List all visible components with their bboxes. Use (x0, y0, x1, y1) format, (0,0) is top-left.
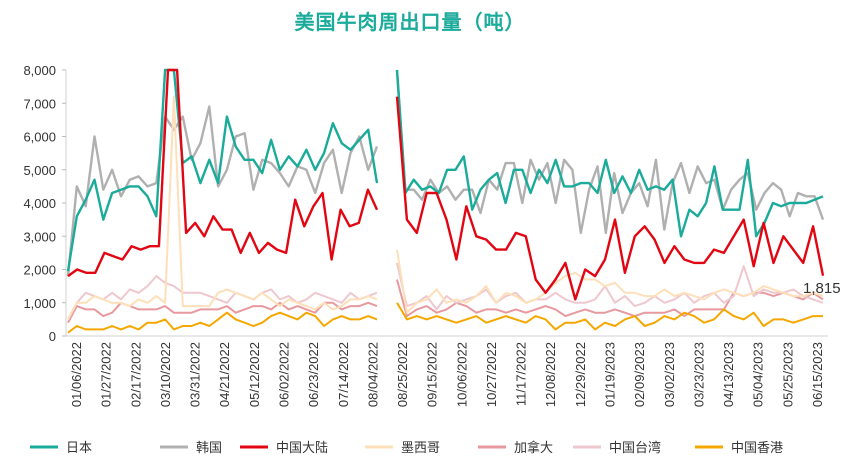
x-tick-label: 10/06/2022 (454, 342, 469, 407)
series-line-0 (395, 69, 824, 238)
legend-label: 墨西哥 (401, 441, 440, 456)
x-tick-label: 07/14/2022 (336, 342, 351, 407)
x-tick-label: 04/13/2023 (721, 342, 736, 407)
x-tick-label: 06/15/2023 (810, 342, 825, 407)
series-line-3 (67, 95, 378, 320)
series-line-1 (66, 105, 379, 277)
legend-label: 中国台湾 (609, 440, 661, 456)
x-tick-label: 05/12/2022 (247, 342, 262, 407)
x-tick-label: 06/23/2022 (306, 342, 321, 407)
series-line-4 (67, 301, 378, 324)
y-tick-label: 5,000 (23, 163, 56, 178)
last-value-label: 1,815 (803, 280, 841, 297)
legend-label: 中国大陆 (276, 440, 328, 456)
series-line-6 (67, 311, 378, 334)
x-tick-label: 01/06/2022 (69, 342, 84, 407)
series-line-5 (396, 262, 824, 311)
x-tick-label: 03/23/2023 (691, 342, 706, 407)
legend: 日本 韩国 中国大陆 墨西哥 加拿大 中国台湾 中国香港 (30, 440, 783, 456)
y-tick-label: 6,000 (23, 130, 56, 145)
x-tick-label: 11/17/2022 (514, 342, 529, 406)
series-line-1 (395, 69, 825, 235)
x-tick-label: 04/21/2022 (217, 342, 232, 407)
series-line-2 (395, 96, 825, 301)
x-tick-label: 03/10/2022 (158, 342, 173, 407)
legend-label: 日本 (66, 441, 92, 456)
series-line-2 (67, 68, 379, 278)
x-axis: 01/06/2022 01/27/2022 02/17/2022 03/10/2022… (66, 335, 828, 407)
x-tick-label: 02/09/2023 (632, 342, 647, 407)
series-line-0 (66, 68, 379, 272)
x-tick-label: 03/02/2023 (662, 342, 677, 407)
x-tick-label: 08/25/2022 (395, 342, 410, 407)
chart-title: 美国牛肉周出口量（吨） (294, 10, 526, 34)
x-tick-label: 10/27/2022 (484, 342, 499, 407)
x-tick-label: 08/04/2022 (365, 342, 380, 407)
x-tick-label: 02/17/2022 (128, 342, 143, 407)
x-tick-label: 06/02/2022 (276, 342, 291, 407)
legend-label: 韩国 (196, 441, 222, 456)
x-tick-label: 05/25/2023 (780, 342, 795, 407)
y-tick-label: 0 (49, 329, 56, 344)
series-line-5 (67, 275, 378, 320)
x-tick-label: 01/19/2023 (603, 342, 618, 407)
series-line-3 (396, 249, 824, 314)
x-tick-label: 03/31/2022 (188, 342, 203, 407)
legend-label: 加拿大 (514, 440, 553, 456)
x-tick-label: 05/04/2023 (751, 342, 766, 407)
y-tick-label: 8,000 (23, 63, 56, 78)
series-lines (66, 68, 825, 334)
y-axis: 0 1,000 2,000 3,000 4,000 5,000 6,000 7,000 8,00… (23, 63, 67, 344)
x-tick-label: 12/08/2022 (543, 342, 558, 407)
x-tick-label: 01/27/2022 (99, 342, 114, 407)
series-line-6 (396, 302, 823, 331)
y-tick-label: 4,000 (23, 196, 56, 211)
y-tick-label: 2,000 (23, 263, 56, 278)
x-tick-label: 09/15/2022 (425, 342, 440, 407)
y-tick-label: 7,000 (23, 96, 56, 111)
y-tick-label: 1,000 (23, 296, 56, 311)
legend-label: 中国香港 (731, 441, 783, 456)
x-tick-label: 12/29/2022 (573, 342, 588, 407)
y-tick-label: 3,000 (23, 229, 56, 244)
